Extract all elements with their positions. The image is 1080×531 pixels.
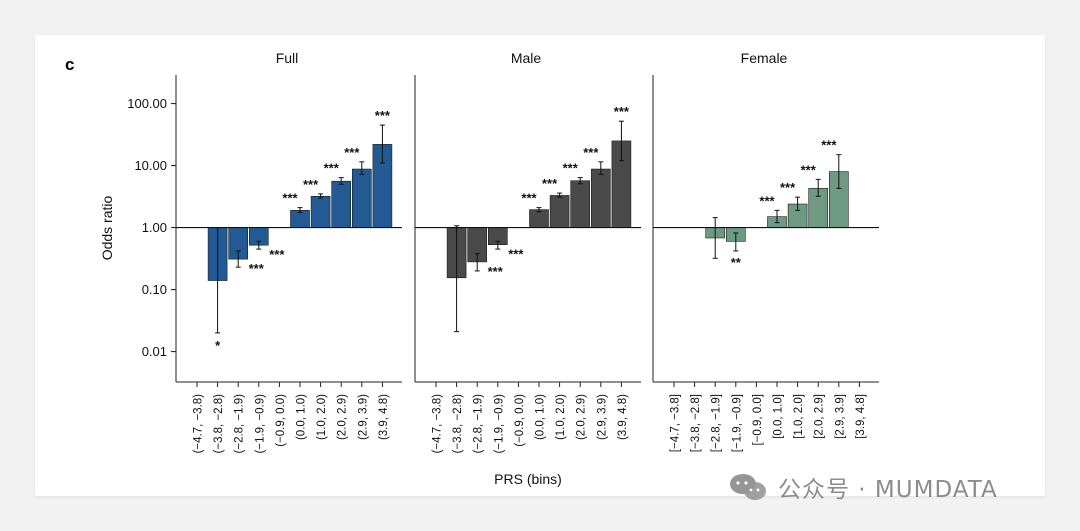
- bar: [351, 168, 372, 228]
- bar: [310, 195, 331, 228]
- x-tick-label: (2.0, 2.9): [576, 394, 588, 440]
- significance-label: **: [731, 255, 742, 270]
- significance-label: ***: [821, 138, 837, 153]
- significance-label: ***: [375, 108, 391, 123]
- bar: [570, 180, 591, 228]
- x-tick-label: (−0.9, 0.0): [514, 394, 526, 447]
- chat-bubbles-icon: [730, 474, 766, 500]
- significance-label: ***: [303, 177, 319, 192]
- figure-card: [35, 35, 1045, 496]
- significance-label: ***: [249, 261, 265, 276]
- bar: [590, 168, 611, 228]
- x-tick-label: (−4.7, −3.8): [193, 394, 205, 454]
- significance-label: ***: [324, 161, 340, 176]
- y-tick-label: 100.00: [127, 96, 167, 111]
- y-tick-label: 1.00: [142, 220, 167, 235]
- significance-label: ***: [780, 180, 796, 195]
- x-tick-label: (3.9, 4.8): [617, 394, 629, 440]
- bar: [549, 195, 570, 228]
- y-tick-label: 10.00: [134, 158, 167, 173]
- x-tick-label: [1.0, 2.0]: [793, 394, 805, 439]
- x-tick-label: (−0.9, 0.0): [275, 394, 287, 447]
- watermark: 公众号 · MUMDATA: [728, 470, 998, 504]
- significance-label: ***: [488, 264, 504, 279]
- significance-label: ***: [269, 247, 285, 262]
- x-tick-label: (2.9, 3.9): [596, 394, 608, 440]
- x-tick-label: (−2.8, −1.9): [473, 394, 485, 454]
- significance-label: ***: [282, 191, 298, 206]
- x-tick-label: (−3.8, −2.8): [213, 394, 225, 454]
- x-tick-label: [0.0, 1.0]: [773, 394, 785, 439]
- x-tick-label: (−1.9, −0.9): [254, 394, 266, 454]
- x-tick-label: [−1.9, −0.9]: [731, 394, 743, 452]
- significance-label: ***: [583, 145, 599, 160]
- x-tick-label: [−2.8, −1.9]: [711, 394, 723, 452]
- y-tick-label: 0.01: [142, 344, 167, 359]
- significance-label: ***: [563, 161, 579, 176]
- x-tick-label: (3.9, 4.8): [378, 394, 390, 440]
- x-tick-label: (2.9, 3.9): [357, 394, 369, 440]
- panel-title: Female: [741, 50, 788, 66]
- x-tick-label: (−2.8, −1.9): [234, 394, 246, 454]
- x-tick-label: (0.0, 1.0): [535, 394, 547, 440]
- x-axis-label: PRS (bins): [494, 471, 562, 487]
- significance-label: ***: [759, 193, 775, 208]
- x-tick-label: [−4.7, −3.8]: [670, 394, 682, 452]
- panel-title: Male: [511, 50, 542, 66]
- x-tick-label: (−3.8, −2.8): [452, 394, 464, 454]
- bar: [331, 180, 352, 228]
- x-tick-label: (−1.9, −0.9): [493, 394, 505, 454]
- watermark-text: 公众号 · MUMDATA: [778, 477, 998, 503]
- y-tick-label: 0.10: [142, 282, 167, 297]
- panel-label: c: [65, 55, 75, 74]
- significance-label: ***: [614, 104, 630, 119]
- x-tick-label: [3.9, 4.8]: [855, 394, 867, 439]
- significance-label: ***: [542, 176, 558, 191]
- significance-label: ***: [344, 145, 360, 160]
- panel-title: Full: [276, 50, 299, 66]
- significance-label: ***: [508, 247, 524, 262]
- x-tick-label: [−3.8, −2.8]: [690, 394, 702, 452]
- significance-label: ***: [801, 162, 817, 177]
- x-tick-label: (0.0, 1.0): [296, 394, 308, 440]
- x-tick-label: (−4.7, −3.8): [432, 394, 444, 454]
- x-tick-label: [2.9, 3.9]: [834, 394, 846, 439]
- significance-label: ***: [521, 191, 537, 206]
- x-tick-label: [−0.9, 0.0]: [752, 394, 764, 445]
- x-tick-label: (1.0, 2.0): [555, 394, 567, 440]
- x-tick-label: (1.0, 2.0): [316, 394, 328, 440]
- significance-label: *: [215, 338, 221, 353]
- x-tick-label: [2.0, 2.9]: [814, 394, 826, 439]
- y-axis-label: Odds ratio: [99, 195, 115, 260]
- x-tick-label: (2.0, 2.9): [337, 394, 349, 440]
- bar: [529, 209, 549, 228]
